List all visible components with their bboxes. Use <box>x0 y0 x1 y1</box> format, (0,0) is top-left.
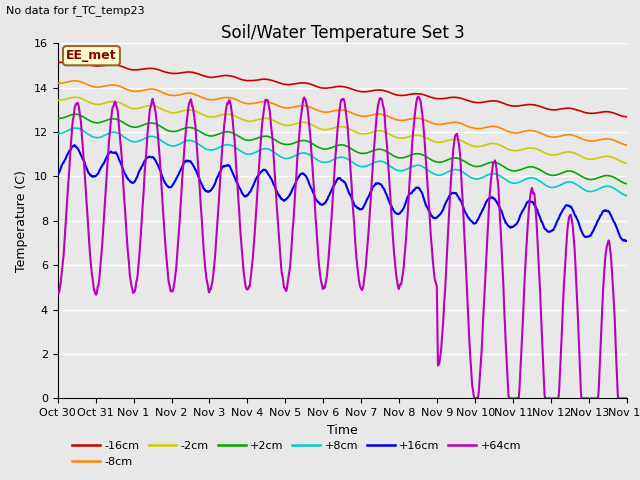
Y-axis label: Temperature (C): Temperature (C) <box>15 170 28 272</box>
Text: EE_met: EE_met <box>66 49 116 62</box>
Legend: -16cm, -8cm, -2cm, +2cm, +8cm, +16cm, +64cm: -16cm, -8cm, -2cm, +2cm, +8cm, +16cm, +6… <box>68 436 525 471</box>
X-axis label: Time: Time <box>327 424 358 437</box>
Title: Soil/Water Temperature Set 3: Soil/Water Temperature Set 3 <box>221 24 464 42</box>
Text: No data for f_TC_temp23: No data for f_TC_temp23 <box>6 5 145 16</box>
